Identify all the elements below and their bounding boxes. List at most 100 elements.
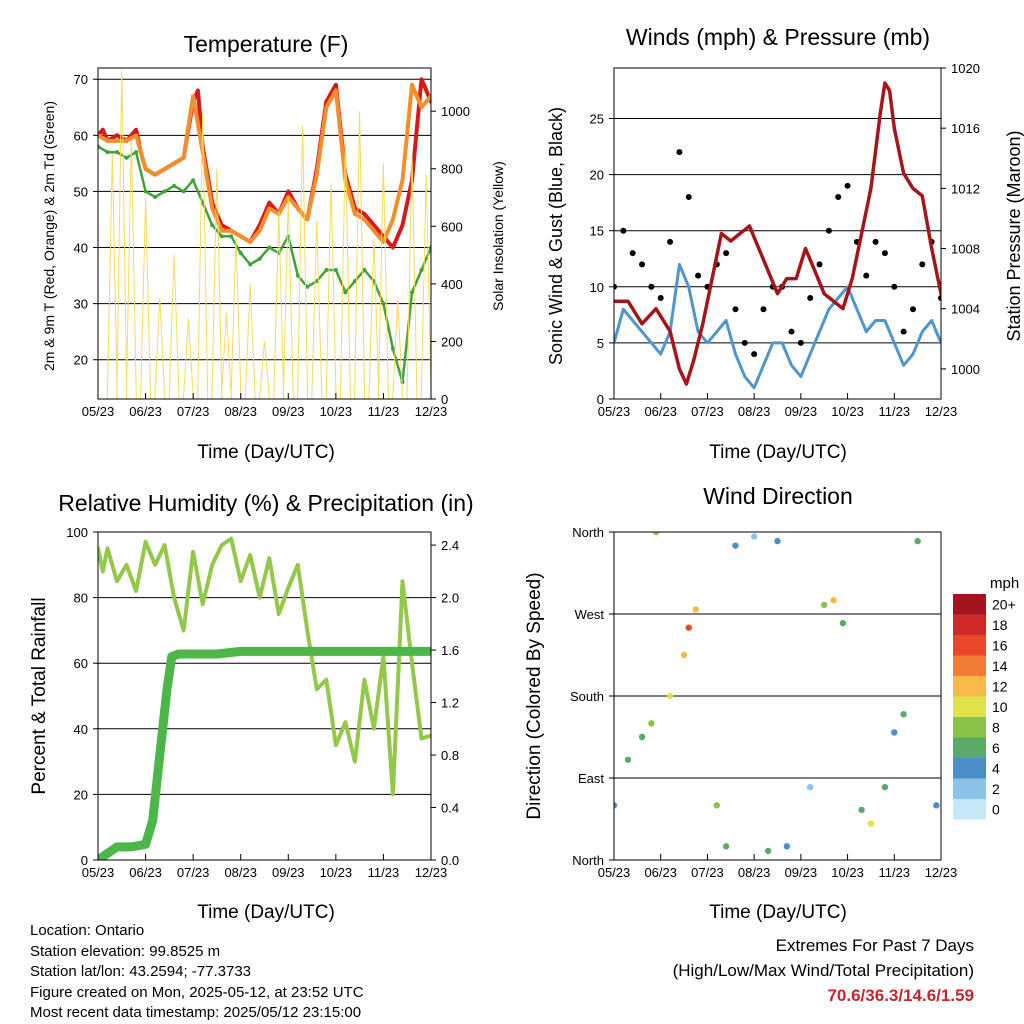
- winds-y-tick-label: 0: [597, 392, 604, 407]
- temperature-plot-frame: [97, 67, 432, 400]
- sonic-wind-series: [614, 262, 941, 390]
- dewpoint-point: [352, 279, 357, 284]
- winds-ticks: 0 5 10 15 20 25 1000 1004 1008 1012 1016 1020 05/23 0…: [590, 61, 980, 419]
- direction-point: [750, 533, 758, 540]
- colorbar-swatch: [953, 737, 986, 758]
- temperature-y-axis-label: 2m & 9m T (Red, Orange) & 2m Td (Green): [41, 101, 57, 371]
- temperature-y2-tick-label: 0: [441, 392, 448, 407]
- temperature-9m-series: [98, 82, 431, 244]
- colorbar-swatch: [953, 614, 986, 635]
- humidity-y2-tick-label: 0.8: [441, 748, 459, 763]
- gust-point: [872, 238, 879, 245]
- direction-point: [764, 847, 772, 855]
- gust-point: [751, 351, 758, 358]
- gust-point: [657, 295, 664, 302]
- humidity-y-tick-label: 0: [81, 853, 88, 868]
- direction-x-tick-label: 10/23: [831, 865, 864, 880]
- direction-point: [732, 542, 739, 549]
- humidity-x-tick-label: 09/23: [272, 865, 305, 880]
- direction-point: [713, 802, 720, 809]
- winds-x-tick-label: 08/23: [738, 404, 771, 419]
- gust-point: [863, 272, 870, 279]
- humidity-series: [98, 536, 431, 860]
- winds-y-tick-label: 5: [597, 336, 604, 351]
- winds-series: [614, 81, 941, 390]
- temperature-x-tick-label: 06/23: [129, 404, 162, 419]
- colorbar-title: mph: [990, 575, 1019, 592]
- winds-x-tick-label: 09/23: [785, 404, 818, 419]
- direction-point: [807, 783, 814, 791]
- speed-colorbar: 20+ 18 16 14 12 10 8 6 4 2 0: [953, 594, 1016, 820]
- humidity-x-axis-label: Time (Day/UTC): [197, 902, 335, 923]
- direction-x-tick-label: 07/23: [691, 865, 724, 880]
- dewpoint-point: [295, 273, 300, 278]
- dewpoint-point: [257, 256, 262, 261]
- winds-plot-frame: [613, 67, 942, 400]
- station-latlon: Station lat/lon: 43.2594; -77.3733: [30, 963, 252, 980]
- direction-point: [783, 843, 791, 850]
- colorbar-label: 8: [992, 719, 1000, 735]
- colorbar-label: 10: [992, 699, 1008, 715]
- solar-insolation-series: [106, 70, 431, 399]
- humidity-x-tick-label: 05/23: [82, 865, 115, 880]
- temperature-y2-axis-label: Solar Insolation (Yellow): [490, 161, 506, 311]
- humidity-x-tick-label: 07/23: [177, 865, 210, 880]
- gust-point: [676, 149, 683, 156]
- dewpoint-point: [210, 223, 215, 228]
- temperature-x-tick-label: 11/23: [368, 404, 400, 419]
- direction-point: [830, 597, 837, 604]
- station-pressure-series: [614, 81, 941, 386]
- direction-point: [839, 619, 847, 627]
- colorbar-swatch: [953, 758, 986, 779]
- gust-point: [788, 328, 795, 335]
- relative-humidity-series: [98, 536, 431, 797]
- dewpoint-point: [390, 346, 395, 351]
- humidity-y2-tick-label: 0.0: [441, 853, 459, 868]
- direction-point: [881, 783, 889, 791]
- direction-y-tick-label: West: [575, 607, 605, 622]
- direction-point: [685, 624, 692, 631]
- dewpoint-point: [219, 234, 224, 239]
- temperature-x-tick-label: 12/23: [415, 404, 448, 419]
- precipitation-series: [98, 646, 431, 860]
- extremes-values: 70.6/36.3/14.6/1.59: [827, 986, 974, 1005]
- dewpoint-point: [115, 150, 120, 155]
- colorbar-label: 12: [992, 678, 1008, 694]
- station-info: Location: Ontario Station elevation: 99.…: [30, 921, 364, 1024]
- winds-y2-tick-label: 1012: [951, 181, 980, 196]
- direction-point: [638, 733, 646, 741]
- winds-gridlines: [614, 117, 941, 400]
- temperature-x-tick-label: 08/23: [224, 404, 257, 419]
- direction-x-tick-label: 05/23: [598, 865, 631, 880]
- gust-point: [629, 250, 636, 257]
- direction-point: [914, 537, 921, 545]
- direction-x-tick-label: 11/23: [878, 865, 910, 880]
- winds-y-tick-label: 20: [590, 168, 604, 183]
- dewpoint-point: [314, 279, 319, 284]
- dewpoint-point: [381, 301, 386, 306]
- temperature-y2-tick-label: 400: [441, 277, 463, 292]
- gust-point: [639, 261, 646, 268]
- dewpoint-point: [343, 290, 348, 295]
- dewpoint-point: [172, 183, 177, 188]
- gust-point: [760, 306, 767, 313]
- winds-x-axis-label: Time (Day/UTC): [709, 442, 847, 463]
- gust-point: [919, 261, 926, 268]
- gust-point: [667, 238, 674, 245]
- direction-x-tick-label: 09/23: [785, 865, 818, 880]
- humidity-title: Relative Humidity (%) & Precipitation (i…: [58, 490, 473, 516]
- dewpoint-point: [248, 262, 253, 267]
- colorbar-label: 14: [992, 658, 1008, 674]
- direction-point: [891, 729, 898, 736]
- humidity-y-tick-label: 40: [74, 722, 88, 737]
- temperature-y2-tick-label: 1000: [441, 104, 470, 119]
- humidity-y2-tick-label: 1.2: [441, 696, 459, 711]
- colorbar-swatch: [953, 594, 986, 615]
- temperature-y-tick-label: 60: [74, 128, 88, 143]
- humidity-plot-frame: [97, 531, 432, 861]
- colorbar-swatch: [953, 635, 986, 656]
- temperature-y-tick-label: 20: [74, 353, 88, 368]
- colorbar-label: 6: [992, 740, 1000, 756]
